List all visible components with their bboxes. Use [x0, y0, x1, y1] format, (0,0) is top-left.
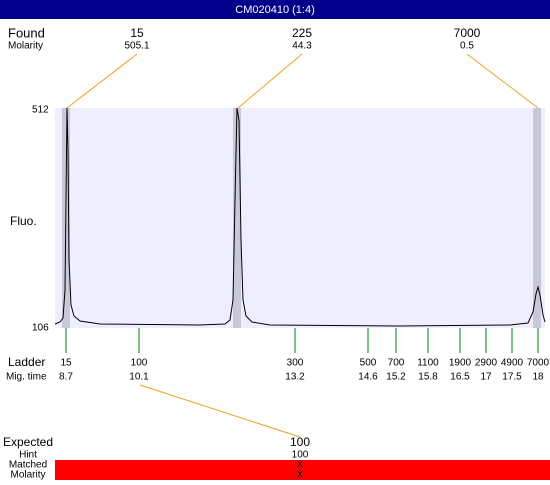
title: CM020410 (1:4): [235, 4, 315, 16]
found-molarity: 0.5: [460, 41, 474, 52]
ladder-size: 700: [388, 358, 405, 369]
row-value: 100: [292, 450, 309, 461]
mig-time: 17.5: [502, 372, 522, 383]
title-bar: [0, 0, 550, 19]
y-max: 512: [32, 105, 49, 116]
ladder-size: 500: [360, 358, 377, 369]
row-value: X: [297, 460, 304, 471]
mig-time: 17: [480, 372, 492, 383]
y-min: 106: [32, 323, 49, 334]
found-size: 7000: [454, 26, 481, 40]
found-molarity: 44.3: [292, 41, 312, 52]
y-label: Fluo.: [10, 214, 37, 228]
mig-time: 13.2: [285, 372, 305, 383]
ladder-size: 15: [60, 358, 72, 369]
peak-connector: [466, 53, 539, 109]
mig-time: 15.8: [418, 372, 438, 383]
ladder-size: 4900: [501, 358, 524, 369]
expected-label: Expected: [3, 435, 53, 449]
row-label: Molarity: [10, 470, 45, 480]
ladder-size: 1100: [417, 358, 439, 369]
peak-band: [533, 108, 541, 328]
found-label: Found: [8, 25, 45, 40]
found-molarity: 505.1: [124, 41, 149, 52]
expected-value: 100: [290, 435, 310, 449]
found-size: 15: [130, 26, 144, 40]
mig-time: 15.2: [386, 372, 406, 383]
status-bar: [55, 460, 550, 480]
ladder-size: 300: [287, 358, 304, 369]
molarity-label: Molarity: [8, 41, 43, 52]
ladder-size: 7000: [527, 358, 550, 369]
trace: [54, 107, 546, 327]
expected-connector: [139, 384, 301, 438]
mig-time: 16.5: [450, 372, 470, 383]
mig-time: 10.1: [129, 372, 149, 383]
ladder-size: 100: [131, 358, 148, 369]
plot-area: [55, 108, 545, 328]
ladder-label: Ladder: [8, 355, 45, 369]
peak-connector: [66, 53, 138, 109]
peak-band: [233, 108, 241, 328]
found-size: 225: [292, 26, 312, 40]
row-value: X: [297, 470, 304, 480]
mig-time-label: Mig. time: [6, 372, 47, 383]
row-label: Matched: [9, 460, 47, 471]
mig-time: 8.7: [59, 372, 73, 383]
mig-time: 14.6: [358, 372, 378, 383]
mig-time: 18: [532, 372, 544, 383]
ladder-size: 2900: [475, 358, 498, 369]
ladder-size: 1900: [449, 358, 472, 369]
peak-connector: [237, 53, 303, 109]
row-label: Hint: [19, 450, 37, 461]
